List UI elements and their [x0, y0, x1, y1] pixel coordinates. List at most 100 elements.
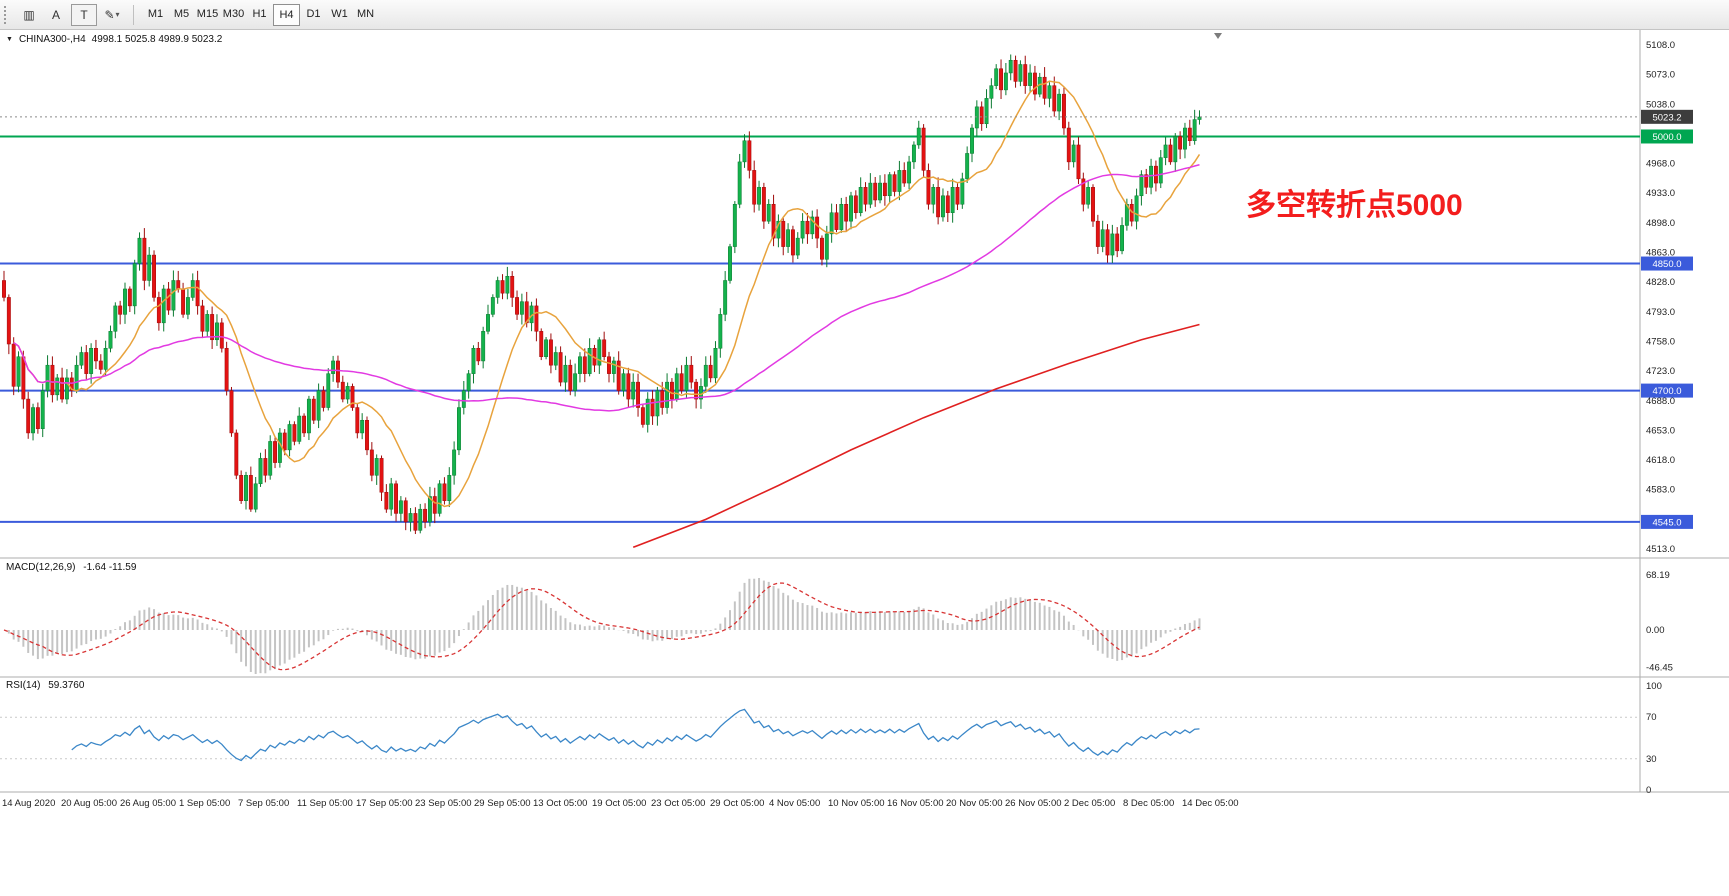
- candles-layer: [2, 54, 1202, 535]
- toolbar-separator: [133, 4, 134, 25]
- time-label: 29 Oct 05:00: [710, 798, 764, 809]
- macd-indicator-label: MACD(12,26,9) -1.64 -11.59: [6, 562, 141, 573]
- svg-text:5000.0: 5000.0: [1652, 132, 1681, 143]
- price-badge: 4545.0: [1641, 514, 1693, 529]
- text-label-tool[interactable]: A: [51, 7, 60, 22]
- price-tick: 4653.0: [1646, 425, 1675, 436]
- rsi-scale-label: 100: [1646, 681, 1662, 692]
- chart-area[interactable]: 5108.0 5073.0 5038.0 4968.0 4933.0 4898.0 4863…: [0, 30, 1729, 896]
- time-label: 8 Dec 05:00: [1123, 798, 1174, 809]
- timeframe-m5[interactable]: M5: [173, 7, 190, 20]
- timeframe-mn[interactable]: MN: [356, 7, 375, 20]
- time-label: 13 Oct 05:00: [533, 798, 587, 809]
- timeframe-buttons: M1 M5 M15 M30 H1 H4 D1 W1 MN: [143, 3, 378, 26]
- draw-tool[interactable]: ✎ ▾: [104, 7, 120, 22]
- macd-scale-label: 0.00: [1646, 625, 1665, 636]
- toolbar-grip[interactable]: [4, 5, 11, 24]
- svg-text:4700.0: 4700.0: [1652, 386, 1681, 397]
- time-label: 29 Sep 05:00: [474, 798, 531, 809]
- time-label: 4 Nov 05:00: [769, 798, 820, 809]
- macd-scale-label: 68.19: [1646, 570, 1670, 581]
- tool-buttons: ▥ A T ✎ ▾: [17, 3, 124, 26]
- time-label: 16 Nov 05:00: [887, 798, 944, 809]
- macd-signal-line: [3, 582, 1200, 671]
- price-badge: 4850.0: [1641, 256, 1693, 271]
- rsi-value: 59.3760: [48, 680, 85, 691]
- svg-text:4545.0: 4545.0: [1652, 517, 1681, 528]
- price-tick: 4968.0: [1646, 159, 1675, 170]
- price-badge: 5023.2: [1641, 109, 1693, 124]
- time-label: 20 Aug 05:00: [61, 798, 117, 809]
- symbol-title: CHINA300-,H4: [18, 34, 86, 45]
- price-tick: 4723.0: [1646, 366, 1675, 377]
- timeframe-m1[interactable]: M1: [147, 7, 164, 20]
- price-tick: 4513.0: [1646, 544, 1675, 555]
- price-tick: 5073.0: [1646, 70, 1675, 81]
- shift-marker: [1214, 33, 1222, 39]
- time-label: 7 Sep 05:00: [238, 798, 289, 809]
- ma-medium-line: [13, 164, 1200, 412]
- time-label: 23 Sep 05:00: [415, 798, 472, 809]
- macd-histogram: [7, 577, 1201, 674]
- rsi-axis: 100 70 30 0: [1646, 681, 1662, 796]
- price-tick: 4583.0: [1646, 485, 1675, 496]
- price-tick: 4618.0: [1646, 455, 1675, 466]
- price-tick: 4828.0: [1646, 277, 1675, 288]
- top-toolbar: ▥ A T ✎ ▾ M1 M5 M15 M30 H1 H4 D1 W1 MN: [0, 0, 1729, 30]
- price-badge: 5000.0: [1641, 129, 1693, 144]
- time-label: 1 Sep 05:00: [179, 798, 230, 809]
- price-tick: 5108.0: [1646, 40, 1675, 51]
- time-label: 10 Nov 05:00: [828, 798, 885, 809]
- rsi-scale-label: 0: [1646, 785, 1651, 796]
- time-label: 19 Oct 05:00: [592, 798, 646, 809]
- price-tick: 4688.0: [1646, 396, 1675, 407]
- price-badge: 4700.0: [1641, 383, 1693, 398]
- horizontal-levels: [0, 135, 1640, 523]
- ma-long-line: [632, 323, 1200, 549]
- timeframe-h1[interactable]: H1: [252, 7, 267, 20]
- chart-canvas[interactable]: 5108.0 5073.0 5038.0 4968.0 4933.0 4898.0 4863…: [0, 30, 1729, 812]
- chart-shift-icon: [1214, 33, 1222, 39]
- price-tick: 4793.0: [1646, 307, 1675, 318]
- timeframe-m15[interactable]: M15: [196, 7, 219, 20]
- text-tool[interactable]: T: [71, 3, 97, 26]
- time-label: 2 Dec 05:00: [1064, 798, 1115, 809]
- macd-name: MACD(12,26,9): [6, 562, 76, 573]
- svg-text:5023.2: 5023.2: [1652, 112, 1681, 123]
- time-label: 11 Sep 05:00: [297, 798, 353, 809]
- macd-values: -1.64 -11.59: [83, 562, 137, 573]
- time-label: 20 Nov 05:00: [946, 798, 1003, 809]
- time-label: 23 Oct 05:00: [651, 798, 705, 809]
- price-tick: 4863.0: [1646, 248, 1675, 259]
- rsi-levels: [0, 716, 1640, 760]
- pane-separators: [0, 30, 1729, 793]
- macd-axis: 68.19 0.00 -46.45: [1646, 570, 1673, 674]
- time-label: 26 Aug 05:00: [120, 798, 176, 809]
- dropdown-arrow-icon[interactable]: ▾: [115, 10, 120, 19]
- annotation-text: 多空转折点5000: [1246, 189, 1463, 222]
- price-axis: 5108.0 5073.0 5038.0 4968.0 4933.0 4898.0 4863…: [1641, 40, 1693, 555]
- symbol-ohlc-line: ▼ CHINA300-,H4 4998.1 5025.8 4989.9 5023…: [6, 34, 222, 45]
- price-tick: 4898.0: [1646, 218, 1675, 229]
- time-label: 26 Nov 05:00: [1005, 798, 1062, 809]
- price-tick: 4933.0: [1646, 188, 1675, 199]
- ma-fast-line: [13, 80, 1201, 508]
- timeframe-h4[interactable]: H4: [273, 3, 300, 26]
- rsi-scale-label: 70: [1646, 712, 1657, 723]
- time-label: 14 Dec 05:00: [1182, 798, 1239, 809]
- rsi-scale-label: 30: [1646, 754, 1657, 765]
- collapse-triangle-icon[interactable]: ▼: [6, 36, 13, 43]
- svg-text:4850.0: 4850.0: [1652, 259, 1681, 270]
- ohlc-values: 4998.1 5025.8 4989.9 5023.2: [91, 34, 223, 45]
- timeframe-m30[interactable]: M30: [222, 7, 245, 20]
- time-label: 17 Sep 05:00: [356, 798, 413, 809]
- price-tick: 5038.0: [1646, 99, 1675, 110]
- timeframe-d1[interactable]: D1: [306, 7, 321, 20]
- time-axis: 14 Aug 2020 20 Aug 05:00 26 Aug 05:00 1 Sep…: [2, 798, 1239, 809]
- chart-window-icon[interactable]: ▥: [23, 7, 35, 22]
- time-label: 14 Aug 2020: [2, 798, 55, 809]
- macd-scale-label: -46.45: [1646, 663, 1673, 674]
- timeframe-w1[interactable]: W1: [331, 7, 348, 20]
- rsi-indicator-label: RSI(14) 59.3760: [6, 680, 89, 691]
